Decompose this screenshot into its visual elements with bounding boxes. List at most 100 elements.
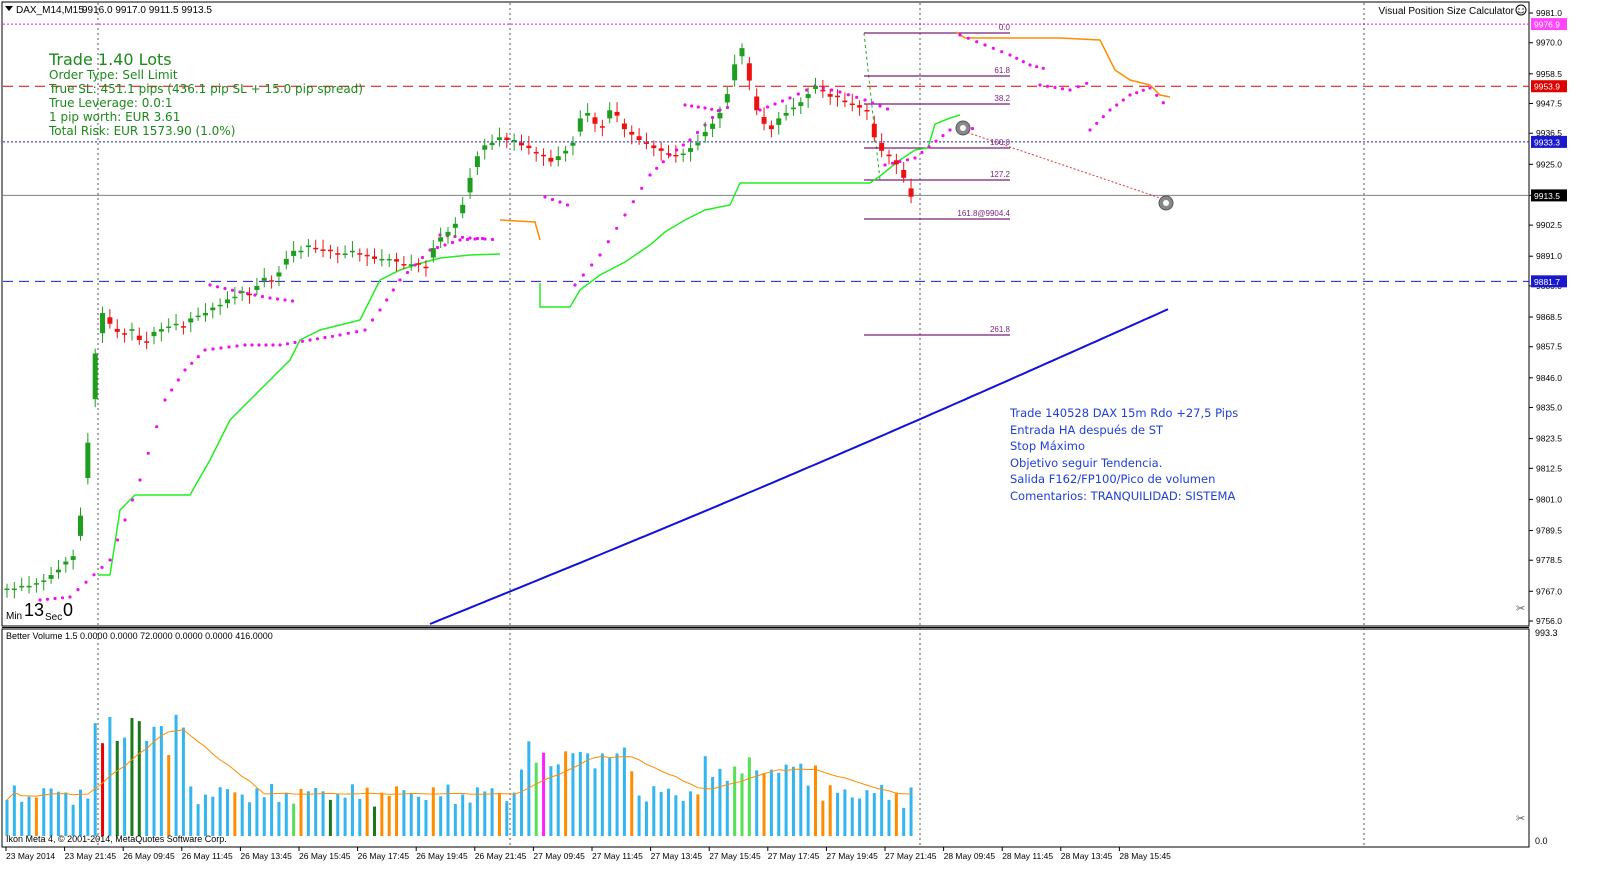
bear-candle bbox=[526, 145, 532, 149]
sar-dot bbox=[661, 160, 665, 164]
sar-dot bbox=[606, 240, 610, 244]
sar-dot bbox=[275, 297, 280, 301]
bull-candle bbox=[386, 258, 392, 261]
volume-bar bbox=[71, 804, 75, 836]
bull-candle bbox=[33, 583, 39, 585]
bull-candle bbox=[55, 569, 61, 573]
fib-trendline bbox=[863, 32, 881, 181]
bull-candle bbox=[305, 245, 311, 248]
volume-indicator-label: Better Volume 1.5 0.0000 0.0000 72.0000 … bbox=[6, 631, 273, 641]
price-tick-label: 9970.0 bbox=[1536, 38, 1562, 48]
sar-dot bbox=[1021, 60, 1025, 64]
time-tick-label: 23 May 21:45 bbox=[65, 851, 117, 861]
symbol-label: DAX_M14,M15 bbox=[16, 5, 84, 16]
bull-candle bbox=[195, 315, 201, 318]
horizontal-price-lines[interactable] bbox=[3, 23, 1529, 282]
sar-dot bbox=[378, 308, 382, 312]
trade-lots-title: Trade 1.40 Lots bbox=[49, 50, 172, 69]
sar-dot bbox=[716, 109, 720, 113]
sar-dot bbox=[45, 597, 50, 601]
trade-markers[interactable] bbox=[955, 120, 1174, 211]
volume-bar bbox=[101, 743, 105, 836]
volume-bar bbox=[56, 791, 60, 836]
volume-bar bbox=[49, 788, 53, 836]
sar-dot bbox=[435, 245, 440, 250]
volume-bar bbox=[505, 801, 509, 836]
volume-bar bbox=[284, 792, 288, 836]
sar-dot bbox=[1035, 65, 1039, 69]
volume-bar bbox=[644, 801, 648, 836]
annotation-line: Salida F162/FP100/Pico de volumen bbox=[1010, 472, 1216, 486]
volume-bar bbox=[527, 741, 531, 836]
volume-bar bbox=[328, 799, 332, 836]
bear-candle bbox=[180, 326, 186, 328]
bull-candle bbox=[570, 142, 576, 146]
sar-dot bbox=[573, 283, 577, 287]
volume-bar bbox=[270, 783, 274, 836]
sar-dot bbox=[211, 347, 215, 351]
volume-bar bbox=[872, 793, 876, 836]
bull-candle bbox=[732, 64, 738, 81]
annotation-line: Trade 140528 DAX 15m Rdo +27,5 Pips bbox=[1010, 406, 1239, 420]
sar-dot bbox=[885, 107, 890, 111]
volume-bar bbox=[902, 807, 906, 836]
sar-dot bbox=[155, 425, 159, 429]
price-tick-label: 9846.0 bbox=[1536, 373, 1562, 383]
bear-candle bbox=[269, 280, 275, 282]
sar-dot bbox=[268, 296, 272, 300]
position-size-calculator-label[interactable]: Visual Position Size Calculator bbox=[1379, 6, 1515, 17]
sar-dot bbox=[710, 107, 714, 111]
volume-average-path bbox=[6, 729, 912, 801]
scissors-icon-volume[interactable]: ✂ bbox=[1516, 813, 1525, 825]
sar-dot bbox=[725, 105, 730, 110]
sar-dot bbox=[983, 43, 987, 47]
bull-candle bbox=[129, 329, 135, 331]
stop-loss-price-tag-text: 9953.9 bbox=[1534, 82, 1560, 92]
volume-bar bbox=[703, 756, 707, 836]
bear-candle bbox=[107, 317, 113, 324]
bear-candle bbox=[820, 89, 826, 92]
sar-dot bbox=[1088, 128, 1092, 132]
fibonacci-retracement[interactable]: 0.0 61.8 38.2 100.0 127.2 161.8@9904.4 261.8 bbox=[863, 23, 1167, 336]
volume-bar bbox=[483, 791, 487, 836]
sar-dot bbox=[948, 128, 952, 132]
fib-level-label: 61.8 bbox=[994, 66, 1010, 75]
volume-bar bbox=[152, 726, 156, 836]
bull-candle bbox=[511, 140, 517, 142]
price-tick-label: 9925.0 bbox=[1536, 159, 1562, 169]
volume-bar bbox=[490, 788, 494, 836]
bear-candle bbox=[541, 154, 547, 157]
volume-bar bbox=[733, 766, 737, 836]
volume-bar bbox=[292, 803, 296, 836]
bear-candle bbox=[768, 125, 774, 130]
bear-candle bbox=[849, 103, 855, 106]
annotation-line: Comentarios: TRANQUILIDAD: SISTEMA bbox=[1010, 488, 1236, 503]
chart-menu-triangle-icon[interactable] bbox=[5, 6, 13, 11]
sar-dot bbox=[243, 343, 247, 347]
true-sl-text: True SL: 451.1 pips (436.1 pip SL + 15.0… bbox=[49, 82, 363, 96]
bull-candle bbox=[210, 307, 216, 311]
sar-dot bbox=[655, 166, 659, 170]
scissors-icon[interactable]: ✂ bbox=[1516, 603, 1525, 615]
volume-bar bbox=[211, 796, 215, 836]
time-tick-label: 26 May 19:45 bbox=[416, 851, 468, 861]
volume-bar bbox=[843, 789, 847, 836]
bull-candle bbox=[695, 142, 701, 146]
bull-candle bbox=[11, 588, 17, 591]
sar-dot bbox=[1038, 83, 1042, 87]
bear-candle bbox=[857, 105, 863, 108]
time-tick-label: 27 May 21:45 bbox=[885, 851, 937, 861]
volume-bar bbox=[218, 787, 222, 836]
time-tick-label: 28 May 11:45 bbox=[1002, 851, 1053, 861]
bull-candle bbox=[202, 312, 208, 316]
sar-dot bbox=[1076, 85, 1080, 89]
sar-dot bbox=[623, 213, 627, 217]
volume-bar bbox=[814, 765, 817, 836]
sar-dot bbox=[370, 318, 375, 322]
top-price-tag-text: 9976.9 bbox=[1534, 20, 1560, 30]
volume-bar bbox=[321, 791, 325, 836]
sar-dot bbox=[290, 299, 295, 303]
smiley-icon[interactable] bbox=[1515, 4, 1527, 16]
sar-dot bbox=[966, 36, 970, 40]
